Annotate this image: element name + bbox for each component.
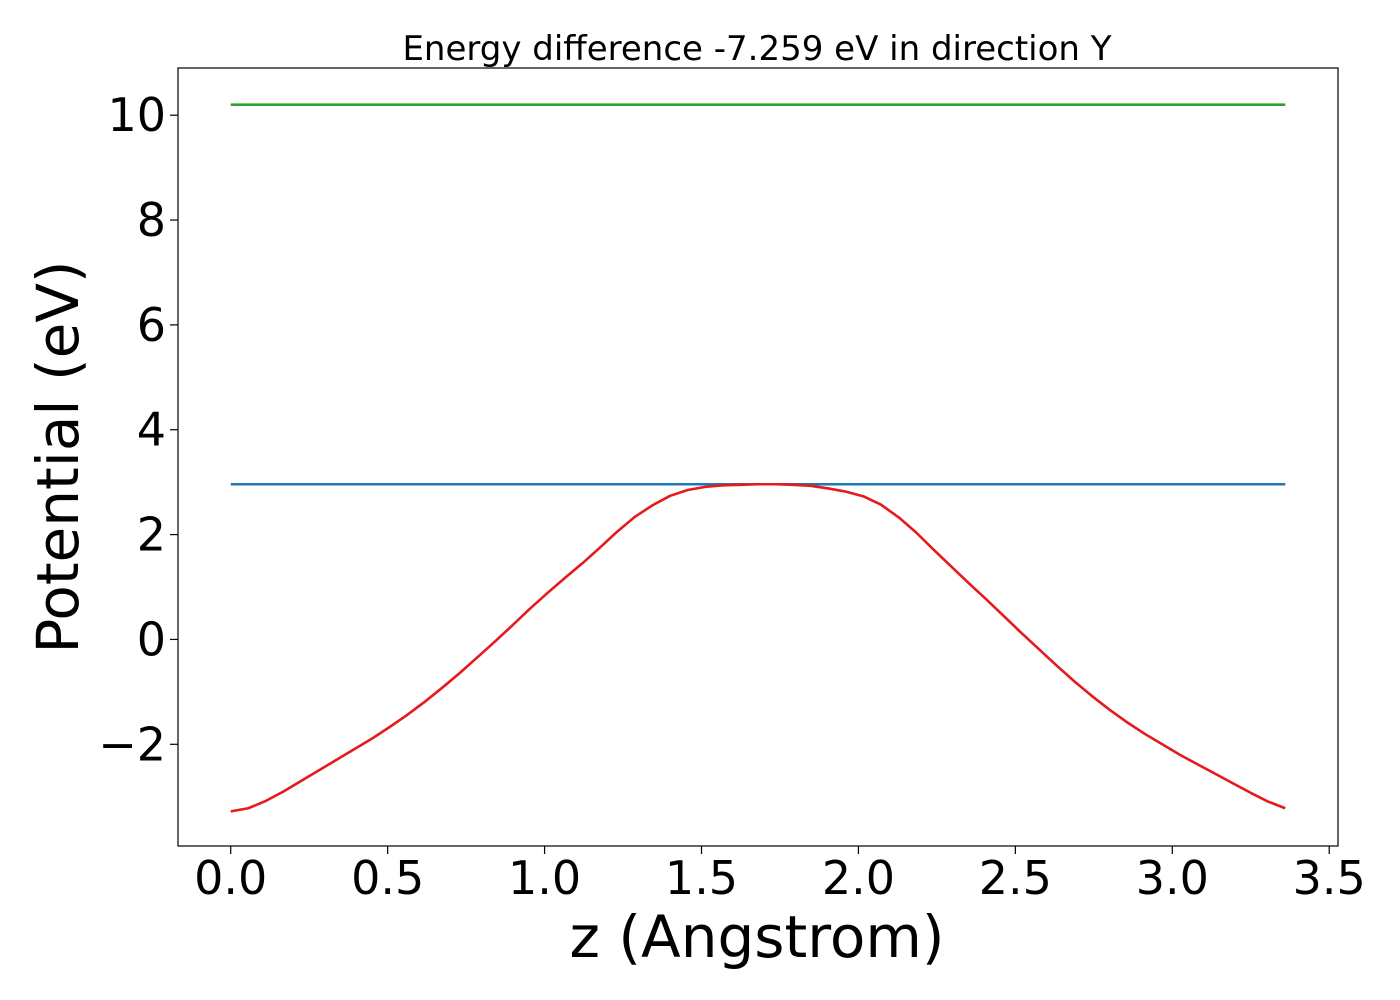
y-tick-label: −2 [98, 717, 166, 771]
x-tick-label: 0.0 [194, 851, 267, 905]
y-axis-label: Potential (eV) [24, 260, 92, 653]
x-tick-label: 3.0 [1136, 851, 1209, 905]
x-tick-label: 2.0 [822, 851, 895, 905]
series-layer [230, 103, 1286, 813]
x-tick-label: 3.5 [1293, 851, 1366, 905]
y-tick-label: 10 [107, 88, 166, 142]
chart-title: Energy difference -7.259 eV in direction… [402, 29, 1111, 69]
x-tick-label: 1.5 [665, 851, 738, 905]
x-tick-label: 1.0 [508, 851, 581, 905]
y-tick-label: 2 [137, 508, 166, 562]
y-axis: −2 0 2 4 6 8 10 [98, 88, 178, 771]
y-tick-label: 6 [137, 298, 166, 352]
x-axis: 0.0 0.5 1.0 1.5 2.0 2.5 3.0 3.5 [194, 846, 1366, 905]
x-tick-label: 0.5 [351, 851, 424, 905]
plot-frame [177, 67, 1339, 847]
y-tick-label: 4 [137, 403, 166, 457]
x-tick-label: 2.5 [979, 851, 1052, 905]
series-line-2 [230, 482, 1286, 813]
x-axis-label: z (Angstrom) [570, 903, 945, 971]
y-tick-label: 0 [137, 612, 166, 666]
y-tick-label: 8 [137, 193, 166, 247]
